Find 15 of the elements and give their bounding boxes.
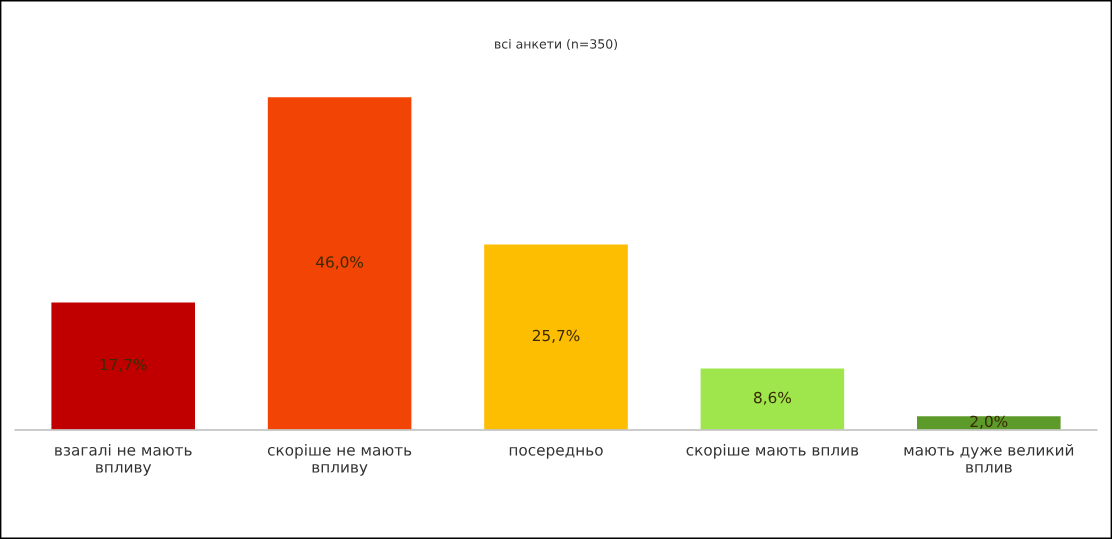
- data-label: 2,0%: [970, 415, 1008, 429]
- x-tick-label: скоріше мають вплив: [686, 443, 859, 459]
- x-tick-label: мають дуже великий вплив: [904, 443, 1074, 473]
- x-tick-label: посередньо: [509, 446, 603, 459]
- bar: [50, 301, 197, 430]
- data-label: 17,7%: [100, 358, 147, 372]
- chart-title: всі анкети (n=350): [495, 38, 617, 51]
- x-tick-label: скоріше не мають впливу: [267, 443, 412, 476]
- x-tick-label: взагалі не мають впливу: [55, 443, 192, 476]
- bar: [482, 243, 630, 430]
- bar: [699, 366, 846, 430]
- data-label: 25,7%: [532, 329, 580, 343]
- bar: [266, 95, 413, 430]
- data-label: 46,0%: [316, 256, 364, 270]
- data-label: 8,6%: [754, 391, 791, 405]
